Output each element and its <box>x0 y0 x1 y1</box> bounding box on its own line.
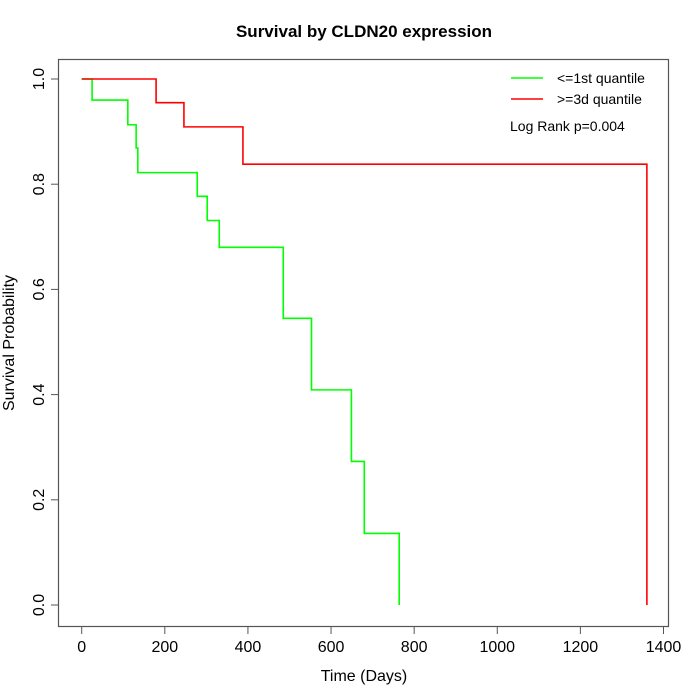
y-tick-label: 1.0 <box>31 68 48 90</box>
legend-label-high: >=3d quantile <box>557 91 642 107</box>
legend-label-low: <=1st quantile <box>557 70 645 86</box>
log-rank-annotation: Log Rank p=0.004 <box>510 118 625 134</box>
x-tick-label: 800 <box>401 639 428 656</box>
y-tick-label: 0.8 <box>31 173 48 195</box>
x-tick-label: 1400 <box>646 639 682 656</box>
plot-frame <box>57 58 670 628</box>
legend: <=1st quantile >=3d quantile <box>511 70 645 107</box>
y-tick-label: 0.4 <box>31 383 48 405</box>
x-axis: 0 200 400 600 800 1000 1200 1400 <box>77 627 681 656</box>
y-tick-label: 0.2 <box>31 489 48 511</box>
x-tick-label: 0 <box>77 639 86 656</box>
series-line-low-quantile <box>81 78 400 605</box>
x-axis-label: Time (Days) <box>321 668 408 685</box>
series-layer <box>81 78 648 605</box>
y-axis-label: Survival Probability <box>1 275 18 411</box>
y-tick-label: 0.6 <box>31 278 48 300</box>
x-tick-label: 400 <box>235 639 262 656</box>
x-tick-label: 1200 <box>563 639 599 656</box>
x-tick-label: 200 <box>151 639 178 656</box>
y-tick-label: 0.0 <box>31 594 48 616</box>
x-tick-label: 1000 <box>479 639 515 656</box>
chart-title: Survival by CLDN20 expression <box>236 22 492 41</box>
series-line-high-quantile <box>81 78 648 605</box>
y-axis: 0.0 0.2 0.4 0.6 0.8 1.0 <box>31 68 58 616</box>
x-tick-label: 600 <box>318 639 345 656</box>
